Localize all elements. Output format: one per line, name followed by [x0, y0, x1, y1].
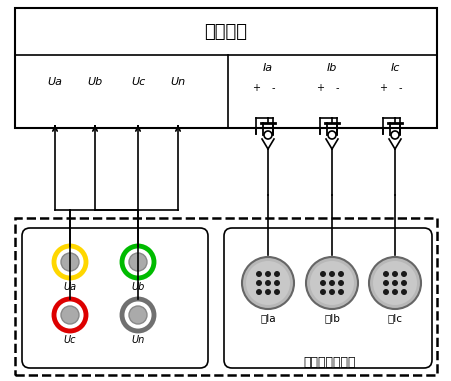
Circle shape: [328, 289, 334, 295]
Circle shape: [263, 131, 272, 139]
Text: Un: Un: [131, 335, 144, 345]
Circle shape: [391, 271, 397, 277]
Circle shape: [309, 261, 353, 305]
Circle shape: [264, 280, 271, 286]
Circle shape: [255, 271, 262, 277]
Circle shape: [391, 289, 397, 295]
Circle shape: [273, 289, 279, 295]
Text: Uc: Uc: [64, 335, 76, 345]
Circle shape: [319, 289, 325, 295]
Text: Ub: Ub: [87, 77, 102, 87]
Circle shape: [327, 131, 335, 139]
Circle shape: [337, 271, 343, 277]
Text: Ub: Ub: [131, 282, 144, 292]
Circle shape: [122, 299, 154, 331]
Text: Ia: Ia: [262, 63, 272, 73]
Circle shape: [129, 306, 147, 324]
Circle shape: [319, 271, 325, 277]
Circle shape: [390, 131, 398, 139]
Text: Ic: Ic: [390, 63, 399, 73]
Text: -: -: [271, 83, 274, 93]
FancyBboxPatch shape: [224, 228, 431, 368]
FancyBboxPatch shape: [15, 218, 436, 375]
Circle shape: [391, 280, 397, 286]
Text: -: -: [397, 83, 401, 93]
Circle shape: [400, 289, 406, 295]
FancyBboxPatch shape: [22, 228, 207, 368]
Text: 钳Ib: 钳Ib: [323, 313, 339, 323]
Circle shape: [61, 306, 79, 324]
Text: +: +: [378, 83, 386, 93]
Circle shape: [328, 280, 334, 286]
Circle shape: [241, 257, 293, 309]
Circle shape: [54, 299, 86, 331]
Circle shape: [319, 280, 325, 286]
Circle shape: [328, 271, 334, 277]
Text: Ib: Ib: [326, 63, 336, 73]
Circle shape: [400, 271, 406, 277]
Circle shape: [273, 280, 279, 286]
Circle shape: [400, 280, 406, 286]
Circle shape: [255, 280, 262, 286]
Circle shape: [382, 289, 388, 295]
Circle shape: [129, 253, 147, 271]
Circle shape: [54, 246, 86, 278]
Circle shape: [255, 289, 262, 295]
Text: 被测设备: 被测设备: [204, 23, 247, 41]
Text: +: +: [315, 83, 323, 93]
Circle shape: [61, 253, 79, 271]
Text: 钳Ia: 钳Ia: [260, 313, 275, 323]
Text: Ua: Ua: [47, 77, 62, 87]
Text: 电能质量分析仪: 电能质量分析仪: [303, 355, 355, 368]
Circle shape: [264, 289, 271, 295]
Text: Uc: Uc: [131, 77, 145, 87]
Text: -: -: [335, 83, 338, 93]
Circle shape: [372, 261, 416, 305]
Text: Un: Un: [170, 77, 185, 87]
Circle shape: [337, 289, 343, 295]
Circle shape: [337, 280, 343, 286]
Circle shape: [273, 271, 279, 277]
FancyBboxPatch shape: [15, 8, 436, 128]
Circle shape: [264, 271, 271, 277]
Circle shape: [122, 246, 154, 278]
Text: Ua: Ua: [63, 282, 76, 292]
Circle shape: [305, 257, 357, 309]
Text: +: +: [252, 83, 259, 93]
Circle shape: [382, 271, 388, 277]
Circle shape: [382, 280, 388, 286]
Circle shape: [368, 257, 420, 309]
Circle shape: [245, 261, 290, 305]
Text: 钳Ic: 钳Ic: [387, 313, 401, 323]
